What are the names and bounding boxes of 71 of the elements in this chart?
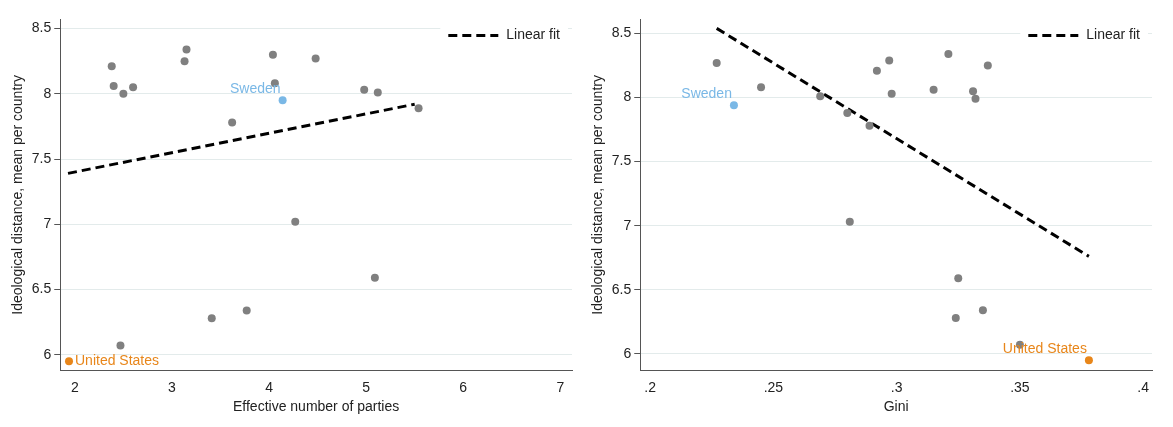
point (180, 57, 189, 66)
point (729, 101, 738, 110)
y-tick-label: 6 (43, 345, 52, 362)
point (865, 121, 874, 130)
point (242, 306, 251, 315)
point (816, 92, 825, 101)
point (983, 61, 992, 70)
x-tick-label: .35 (1010, 378, 1030, 395)
point (843, 108, 852, 117)
point (845, 217, 854, 226)
y-tick-label: 8.5 (31, 19, 52, 36)
y-axis-title: Ideological distance, mean per country (9, 75, 26, 315)
y-tick-label: 7 (623, 216, 632, 233)
point (291, 217, 300, 226)
point (228, 118, 237, 127)
point (65, 357, 73, 366)
legend-label: Linear fit (1086, 26, 1141, 43)
point (885, 56, 894, 65)
x-tick-label: 3 (168, 378, 177, 395)
x-tick-label: 5 (362, 378, 371, 395)
y-tick-label: 8 (43, 84, 52, 101)
point (757, 83, 766, 92)
y-tick-label: 6.5 (31, 280, 52, 297)
x-tick-label: 7 (556, 378, 565, 395)
point (414, 104, 423, 113)
x-tick-label: .2 (644, 378, 657, 395)
series-label: United States (1002, 340, 1087, 357)
x-tick-label: 2 (70, 378, 79, 395)
y-tick-label: 8 (623, 88, 632, 105)
point (311, 54, 320, 63)
series-label: Sweden (681, 85, 732, 102)
point (373, 88, 382, 97)
series-label: Sweden (230, 80, 281, 97)
point (207, 314, 216, 323)
point (887, 89, 896, 98)
y-tick-label: 6.5 (611, 280, 632, 297)
x-tick-label: 6 (459, 378, 468, 395)
point (182, 45, 191, 54)
point (971, 94, 980, 103)
point (929, 85, 938, 94)
x-tick-label: .3 (890, 378, 903, 395)
point (268, 50, 277, 59)
point (109, 81, 118, 90)
point (954, 274, 963, 283)
point (116, 341, 125, 350)
x-tick-label: .25 (763, 378, 784, 395)
point (1084, 356, 1093, 365)
y-tick-label: 7.5 (611, 152, 632, 169)
legend-label: Linear fit (506, 26, 561, 43)
series-label: United States (75, 352, 160, 369)
y-tick-label: 7.5 (31, 149, 52, 166)
x-tick-label: .4 (1137, 378, 1150, 395)
point (969, 87, 978, 96)
point (370, 273, 379, 282)
point (944, 49, 953, 58)
point (119, 89, 128, 98)
point (360, 85, 369, 94)
point (712, 58, 721, 67)
y-tick-label: 8.5 (611, 24, 632, 41)
point (107, 62, 116, 71)
x-tick-label: 4 (265, 378, 274, 395)
point (278, 96, 287, 105)
point (872, 66, 881, 75)
x-axis-title: Effective number of parties (232, 398, 400, 415)
y-axis-title: Ideological distance, mean per country (589, 75, 606, 315)
y-tick-label: 7 (43, 215, 52, 232)
y-tick-label: 6 (623, 344, 632, 361)
x-axis-title: Gini (883, 398, 909, 415)
point (978, 306, 987, 315)
point (129, 83, 138, 92)
point (951, 313, 960, 322)
